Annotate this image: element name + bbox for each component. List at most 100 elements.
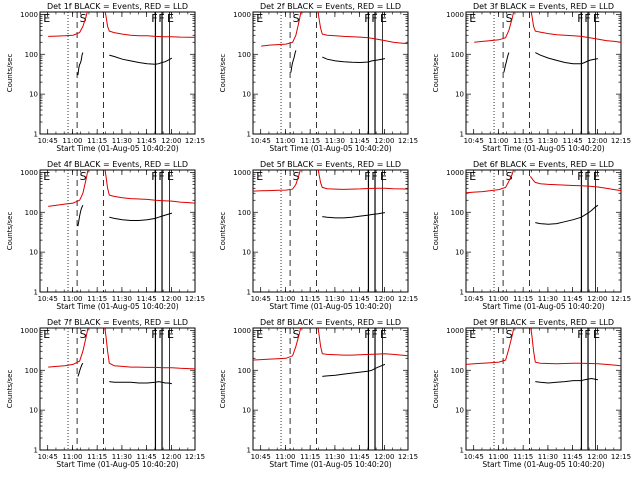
event-marker-s: S <box>293 12 300 25</box>
x-tick-label: 11:30 <box>325 137 345 145</box>
panel-title: Det 7f BLACK = Events, RED = LLD <box>47 318 188 327</box>
x-tick-label: 12:15 <box>398 137 418 145</box>
series-line-events <box>535 52 598 65</box>
y-tick-label: 1000 <box>446 169 464 177</box>
x-axis-label: Start Time (01-Aug-05 10:40:20) <box>56 302 178 311</box>
y-tick-label: 10 <box>29 407 38 415</box>
event-marker-f: F <box>577 170 583 183</box>
series-line-events <box>535 377 598 384</box>
x-tick-label: 12:15 <box>398 453 418 461</box>
series-line-events <box>322 363 386 377</box>
x-axis-label: Start Time (01-Aug-05 10:40:20) <box>482 302 604 311</box>
y-tick-label: 10 <box>29 249 38 257</box>
event-marker-f: F <box>151 328 157 341</box>
event-marker-s: S <box>80 328 87 341</box>
event-marker-f: F <box>371 12 377 25</box>
event-marker-f: F <box>584 328 590 341</box>
series-line-events <box>322 56 385 64</box>
series-line-lld <box>261 12 302 47</box>
plot-frame <box>39 327 196 451</box>
x-axis-label: Start Time (01-Aug-05 10:40:20) <box>269 302 391 311</box>
x-tick-label: 11:00 <box>488 295 508 303</box>
series-line-events <box>109 381 173 385</box>
y-tick-label: 100 <box>238 209 251 217</box>
x-axis-label: Start Time (01-Aug-05 10:40:20) <box>56 460 178 469</box>
y-tick-label: 1000 <box>233 11 251 19</box>
panel-title: Det 9f BLACK = Events, RED = LLD <box>473 318 614 327</box>
y-tick-label: 1000 <box>20 169 38 177</box>
panel-det-7: Det 7f BLACK = Events, RED = LLD 1 10 100 10… <box>6 318 205 469</box>
y-tick-label: 1 <box>460 447 464 455</box>
y-tick-label: 1000 <box>446 11 464 19</box>
y-tick-label: 10 <box>455 91 464 99</box>
series-line-events <box>109 212 173 221</box>
event-marker-s: S <box>293 328 300 341</box>
y-tick-label: 10 <box>29 91 38 99</box>
y-tick-label: 1 <box>34 447 38 455</box>
panel-title: Det 3f BLACK = Events, RED = LLD <box>473 2 614 11</box>
y-tick-label: 10 <box>455 249 464 257</box>
x-tick-label: 11:30 <box>325 295 345 303</box>
series-line-lld <box>48 328 89 368</box>
x-tick-label: 11:45 <box>563 137 583 145</box>
series-line-lld <box>466 170 515 194</box>
x-tick-label: 12:15 <box>611 453 631 461</box>
event-marker-s: S <box>506 12 513 25</box>
panel-title: Det 1f BLACK = Events, RED = LLD <box>47 2 188 11</box>
event-marker-e: E <box>167 170 174 183</box>
series-line-lld <box>253 170 301 192</box>
panel-title: Det 4f BLACK = Events, RED = LLD <box>47 160 188 169</box>
x-tick-label: 12:00 <box>161 295 181 303</box>
plot-frame <box>252 11 409 135</box>
y-axis-label: Counts/sec <box>6 212 14 251</box>
y-tick-label: 100 <box>25 209 38 217</box>
x-tick-label: 12:00 <box>587 295 607 303</box>
y-tick-label: 10 <box>242 249 251 257</box>
event-marker-e: E <box>380 170 387 183</box>
event-marker-s: S <box>506 170 513 183</box>
series-group <box>48 328 195 385</box>
x-tick-label: 12:00 <box>374 137 394 145</box>
panel-det-3: Det 3f BLACK = Events, RED = LLD 1 10 100 10… <box>432 2 631 153</box>
event-marker-f: F <box>151 170 157 183</box>
panel-title: Det 2f BLACK = Events, RED = LLD <box>260 2 401 11</box>
y-tick-label: 10 <box>242 407 251 415</box>
y-axis-label: Counts/sec <box>6 54 14 93</box>
x-tick-label: 11:15 <box>300 137 320 145</box>
panel-title: Det 8f BLACK = Events, RED = LLD <box>260 318 401 327</box>
panel-det-9: Det 9f BLACK = Events, RED = LLD 1 10 100 10… <box>432 318 631 469</box>
plot-frame <box>252 169 409 293</box>
panel-title: Det 5f BLACK = Events, RED = LLD <box>260 160 401 169</box>
y-tick-label: 100 <box>451 209 464 217</box>
event-marker-e: E <box>256 12 263 25</box>
y-tick-label: 10 <box>242 91 251 99</box>
series-line-lld <box>530 12 621 43</box>
x-tick-label: 11:45 <box>137 295 157 303</box>
event-marker-e: E <box>593 328 600 341</box>
event-marker-e: E <box>469 328 476 341</box>
series-line-events <box>503 52 510 73</box>
x-tick-label: 10:45 <box>38 453 58 461</box>
panel-det-5: Det 5f BLACK = Events, RED = LLD 1 10 100 10… <box>219 160 418 311</box>
x-tick-label: 11:00 <box>62 137 82 145</box>
x-tick-label: 11:00 <box>488 453 508 461</box>
series-group <box>48 12 195 76</box>
series-line-lld <box>529 176 621 192</box>
y-axis-label: Counts/sec <box>432 54 440 93</box>
plot-frame <box>465 11 622 135</box>
series-line-lld <box>48 12 88 37</box>
x-axis-label: Start Time (01-Aug-05 10:40:20) <box>56 144 178 153</box>
y-tick-label: 1 <box>34 131 38 139</box>
event-marker-f: F <box>371 328 377 341</box>
y-tick-label: 1 <box>247 289 251 297</box>
event-marker-f: F <box>371 170 377 183</box>
x-tick-label: 11:15 <box>87 295 107 303</box>
series-line-lld <box>317 12 408 45</box>
y-tick-label: 1000 <box>233 169 251 177</box>
series-line-events <box>290 50 297 73</box>
series-group <box>253 170 408 219</box>
event-marker-e: E <box>256 170 263 183</box>
x-tick-label: 11:45 <box>563 453 583 461</box>
x-tick-label: 11:15 <box>300 453 320 461</box>
x-tick-label: 11:15 <box>87 137 107 145</box>
